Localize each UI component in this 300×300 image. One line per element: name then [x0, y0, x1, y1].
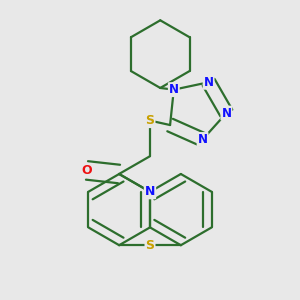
Text: N: N: [221, 106, 231, 120]
Text: S: S: [146, 114, 154, 127]
Text: N: N: [198, 133, 208, 146]
Text: O: O: [82, 164, 92, 177]
Text: N: N: [204, 76, 214, 89]
Text: N: N: [145, 185, 155, 198]
Text: S: S: [146, 239, 154, 252]
Text: N: N: [169, 83, 179, 96]
